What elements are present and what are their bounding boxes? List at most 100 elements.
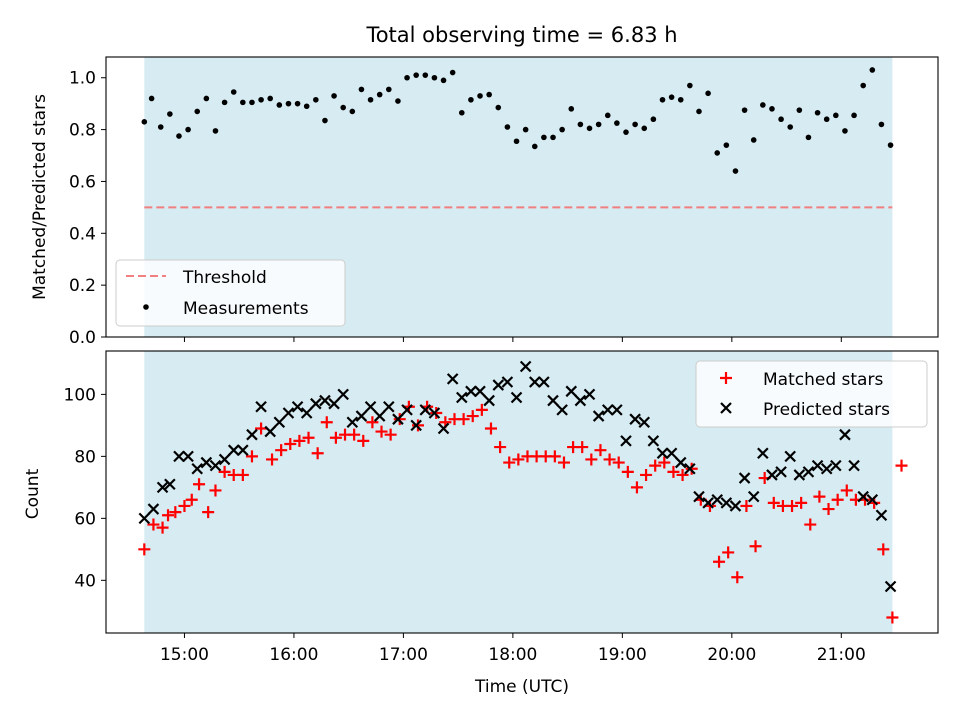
predicted-star-point (273, 416, 286, 429)
predicted-star-point (665, 447, 678, 460)
bottom-legend-box (695, 360, 928, 428)
top-y-tick-label: 0.0 (69, 328, 96, 348)
matched-star-point (185, 493, 198, 506)
predicted-star-point (483, 394, 495, 407)
predicted-star-point (811, 459, 824, 472)
measurement-point (732, 168, 739, 174)
measurement-point (696, 108, 702, 115)
predicted-star-point (702, 497, 714, 509)
predicted-star-point (291, 401, 304, 413)
matched-star-point (767, 496, 780, 509)
measurement-point (294, 100, 301, 107)
measurement-point (495, 104, 502, 111)
bottom-y-tick-label: 60 (74, 509, 96, 529)
measurement-point (668, 94, 675, 100)
measurement-point (623, 129, 629, 135)
measurement-point (340, 104, 346, 111)
matched-star-point (621, 465, 634, 478)
measurement-point (431, 74, 438, 81)
matched-star-point (831, 493, 844, 506)
bottom-x-tick-label: 18:00 (488, 645, 537, 665)
matched-star-point (169, 506, 182, 519)
measurement-point (541, 134, 547, 141)
predicted-star-point (784, 450, 796, 463)
predicted-star-point (556, 404, 568, 416)
top-plot-frame (105, 56, 939, 338)
matched-star-point (320, 416, 333, 429)
predicted-star-point (218, 453, 231, 466)
measurement-point (805, 134, 812, 141)
predicted-star-point (848, 459, 860, 472)
matched-star-point (749, 540, 762, 553)
predicted-star-point (519, 360, 532, 373)
matched-star-point (731, 571, 744, 584)
measurement-point (823, 116, 830, 123)
predicted-star-point (255, 401, 267, 413)
predicted-star-point (328, 397, 340, 410)
measurement-point (349, 108, 356, 115)
matched-star-point (218, 465, 231, 478)
matched-star-point (685, 462, 698, 475)
measurement-point (723, 142, 730, 148)
matched-star-point (302, 431, 315, 444)
x-axis-label: Time (UTC) (474, 677, 569, 697)
matched-star-point (795, 496, 808, 509)
predicted-star-point (446, 373, 459, 385)
predicted-star-point (419, 404, 432, 416)
predicted-star-point (547, 394, 559, 407)
measurement-point (267, 95, 274, 102)
legend-measurements-label: Measurements (183, 299, 309, 319)
predicted-star-point (830, 459, 842, 472)
measurement-point (376, 91, 383, 98)
measurement-point (422, 72, 429, 78)
predicted-star-point (757, 447, 769, 460)
matched-star-point (594, 444, 607, 457)
predicted-star-point (802, 466, 815, 478)
measurement-point (568, 106, 575, 112)
matched-star-point (512, 453, 525, 466)
measurement-point (449, 69, 456, 76)
matched-star-point (430, 406, 443, 419)
matched-star-point (676, 468, 689, 481)
matched-star-point (384, 428, 397, 441)
predicted-star-point (209, 459, 222, 472)
top-y-tick-label: 0.6 (69, 172, 96, 192)
matched-star-point (877, 543, 890, 556)
measurement-point (778, 116, 784, 123)
bottom-plot-frame (105, 350, 939, 634)
measurement-point (194, 108, 201, 115)
measurement-point (285, 100, 292, 107)
matched-star-point (494, 441, 507, 454)
predicted-star-point (410, 419, 422, 432)
legend-predicted-label: Predicted stars (763, 400, 890, 420)
predicted-star-point (138, 512, 151, 525)
matched-star-point (366, 416, 379, 429)
matched-star-point (475, 403, 488, 416)
predicted-star-point (738, 472, 751, 484)
measurement-point (604, 112, 611, 119)
matched-star-point (804, 518, 817, 531)
measurement-point (322, 117, 328, 124)
predicted-star-point (383, 401, 395, 413)
predicted-star-point (319, 394, 331, 407)
measurement-point (577, 121, 584, 128)
top-y-tick-label: 0.4 (69, 224, 96, 244)
matched-star-point (178, 499, 191, 512)
predicted-star-point (164, 478, 176, 491)
predicted-star-point (647, 435, 660, 447)
bottom-y-tick-label: 40 (74, 571, 96, 591)
bottom-x-tick-label: 17:00 (379, 645, 428, 665)
predicted-star-point (693, 490, 705, 503)
matched-star-point (822, 503, 835, 516)
matched-star-point (375, 425, 388, 438)
predicted-star-point (601, 404, 614, 416)
top-panel: 0.0 0.2 0.4 0.6 0.8 1.0 Total observing time … (30, 23, 939, 348)
predicted-star-point (775, 466, 787, 478)
matched-star-point (457, 413, 470, 426)
matched-star-point (393, 413, 406, 426)
matched-star-point (202, 506, 215, 519)
predicted-star-point (373, 410, 386, 422)
matched-star-point (813, 490, 826, 503)
predicted-star-point (656, 447, 669, 460)
predicted-star-point (866, 493, 879, 506)
